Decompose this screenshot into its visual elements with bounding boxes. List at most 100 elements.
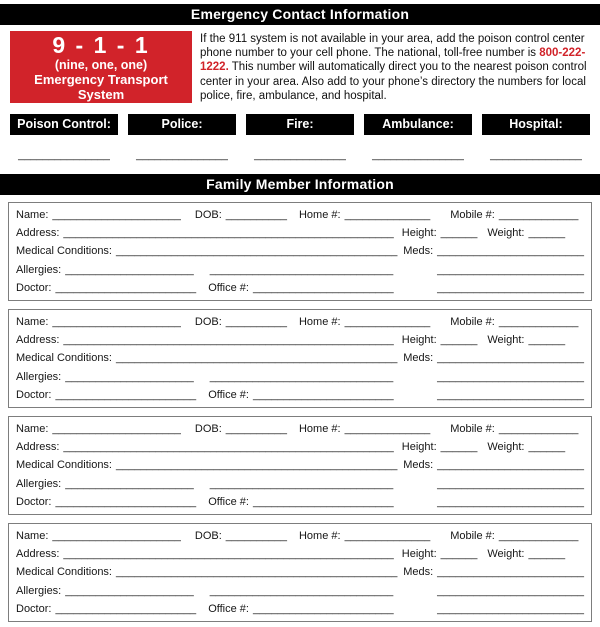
name-fill-line: _____________________	[52, 530, 181, 543]
meds-label: Meds:	[403, 245, 434, 258]
allergies-label: Allergies:	[16, 370, 62, 383]
mobile-phone-label: Mobile #:	[450, 316, 495, 329]
field-office-phone: Office #: _______________________	[208, 279, 393, 297]
field-name: Name: _____________________	[16, 420, 181, 438]
field-weight: Weight: ______	[487, 438, 565, 456]
mobile-phone-label: Mobile #:	[450, 423, 495, 436]
name-label: Name:	[16, 209, 49, 222]
instructions-text-before: If the 911 system is not available in yo…	[200, 33, 585, 60]
contact-bar-fire: Fire:	[246, 114, 354, 136]
field-meds: Meds: ________________________	[403, 349, 584, 367]
meds-extra-fill-line-2: ________________________	[437, 281, 584, 294]
family-member-block: Name: _____________________ DOB: _________…	[8, 523, 592, 623]
field-allergies: Allergies: _____________________	[16, 582, 194, 600]
field-home-phone: Home #: ______________	[299, 313, 430, 331]
emergency-911-section: 9 - 1 - 1 (nine, one, one) Emergency Tra…	[0, 31, 600, 103]
member-row-medical: Medical Conditions: _____________________…	[16, 349, 584, 367]
contact-bar-police: Police:	[128, 114, 236, 136]
field-address: Address: ________________________________…	[16, 331, 394, 349]
home-phone-label: Home #:	[298, 209, 341, 222]
contact-bar-ambulance: Ambulance:	[364, 114, 472, 136]
dob-label: DOB:	[194, 209, 222, 222]
field-doctor: Doctor: _______________________	[16, 493, 196, 511]
weight-label: Weight:	[487, 441, 525, 454]
field-dob: DOB: __________	[195, 206, 287, 224]
family-member-block: Name: _____________________ DOB: _________…	[8, 202, 592, 302]
family-blocks: Name: _____________________ DOB: _________…	[0, 202, 600, 623]
meds-label: Meds:	[403, 459, 434, 472]
section-header-family: Family Member Information	[0, 174, 600, 196]
field-weight: Weight: ______	[487, 545, 565, 563]
dob-label: DOB:	[194, 530, 222, 543]
poison-control-instructions: If the 911 system is not available in yo…	[200, 31, 590, 103]
contact-column-poison-control: Poison Control: _______________	[10, 114, 118, 162]
height-fill-line: ______	[440, 441, 478, 454]
weight-fill-line: ______	[528, 441, 566, 454]
allergies-extra-fill-line: ______________________________	[209, 263, 394, 276]
field-mobile-phone: Mobile #: _____________	[450, 420, 578, 438]
field-meds: Meds: ________________________	[403, 456, 584, 474]
height-fill-line: ______	[440, 334, 478, 347]
member-row-name: Name: _____________________ DOB: _________…	[16, 206, 584, 224]
meds-extra-fill-line-1: ________________________	[437, 477, 584, 490]
member-row-name: Name: _____________________ DOB: _________…	[16, 527, 584, 545]
911-system-label: Emergency Transport System	[34, 71, 168, 102]
dob-fill-line: __________	[225, 423, 287, 436]
doctor-label: Doctor:	[16, 388, 52, 401]
section-header-emergency: Emergency Contact Information	[0, 4, 600, 25]
height-fill-line: ______	[440, 548, 478, 561]
medical-conditions-label: Medical Conditions:	[16, 352, 112, 365]
contact-fill-line-ambulance: _______________	[372, 149, 464, 162]
name-fill-line: _____________________	[52, 423, 181, 436]
doctor-fill-line: _______________________	[55, 602, 197, 615]
office-phone-fill-line: _______________________	[252, 495, 394, 508]
field-height: Height: ______	[402, 438, 478, 456]
doctor-fill-line: _______________________	[55, 281, 197, 294]
allergies-extra-fill-line: ______________________________	[209, 584, 394, 597]
meds-label: Meds:	[403, 566, 434, 579]
member-row-doctor: Doctor: _______________________ Office #:…	[16, 279, 584, 297]
member-row-allergies: Allergies: _____________________ ________…	[16, 475, 584, 493]
member-row-medical: Medical Conditions: _____________________…	[16, 563, 584, 581]
medical-conditions-label: Medical Conditions:	[16, 459, 112, 472]
home-phone-label: Home #:	[298, 423, 341, 436]
medical-conditions-fill-line: ________________________________________…	[116, 459, 398, 472]
field-name: Name: _____________________	[16, 313, 181, 331]
address-label: Address:	[16, 548, 60, 561]
field-address: Address: ________________________________…	[16, 545, 394, 563]
dob-label: DOB:	[194, 423, 222, 436]
office-phone-fill-line: _______________________	[252, 281, 394, 294]
office-phone-label: Office #:	[208, 495, 249, 508]
911-badge: 9 - 1 - 1 (nine, one, one) Emergency Tra…	[10, 31, 192, 103]
height-label: Height:	[401, 334, 437, 347]
field-home-phone: Home #: ______________	[299, 527, 430, 545]
field-doctor: Doctor: _______________________	[16, 600, 196, 618]
field-mobile-phone: Mobile #: _____________	[450, 206, 578, 224]
member-row-name: Name: _____________________ DOB: _________…	[16, 313, 584, 331]
section-header-emergency-title: Emergency Contact Information	[190, 6, 410, 22]
meds-extra-fill-line-2: ________________________	[437, 602, 584, 615]
field-name: Name: _____________________	[16, 206, 181, 224]
address-label: Address:	[16, 441, 60, 454]
office-phone-fill-line: _______________________	[252, 602, 394, 615]
member-row-medical: Medical Conditions: _____________________…	[16, 456, 584, 474]
address-label: Address:	[16, 227, 60, 240]
contact-column-hospital: Hospital: _______________	[482, 114, 590, 162]
contact-fill-line-fire: _______________	[254, 149, 346, 162]
mobile-phone-fill-line: _____________	[498, 209, 579, 222]
family-member-block: Name: _____________________ DOB: _________…	[8, 416, 592, 516]
emergency-contacts-row: Poison Control: _______________ Police: …	[0, 114, 600, 162]
911-phonetic: (nine, one, one)	[54, 57, 148, 72]
height-fill-line: ______	[440, 227, 478, 240]
contact-fill-line-police: _______________	[136, 149, 228, 162]
allergies-fill-line: _____________________	[65, 370, 194, 383]
field-doctor: Doctor: _______________________	[16, 386, 196, 404]
field-office-phone: Office #: _______________________	[208, 386, 393, 404]
contact-bar-hospital: Hospital:	[482, 114, 590, 136]
field-home-phone: Home #: ______________	[299, 206, 430, 224]
field-allergies: Allergies: _____________________	[16, 368, 194, 386]
office-phone-label: Office #:	[208, 388, 249, 401]
weight-fill-line: ______	[528, 548, 566, 561]
contact-bar-poison-control: Poison Control:	[10, 114, 118, 136]
field-medical-conditions: Medical Conditions: _____________________…	[16, 456, 397, 474]
